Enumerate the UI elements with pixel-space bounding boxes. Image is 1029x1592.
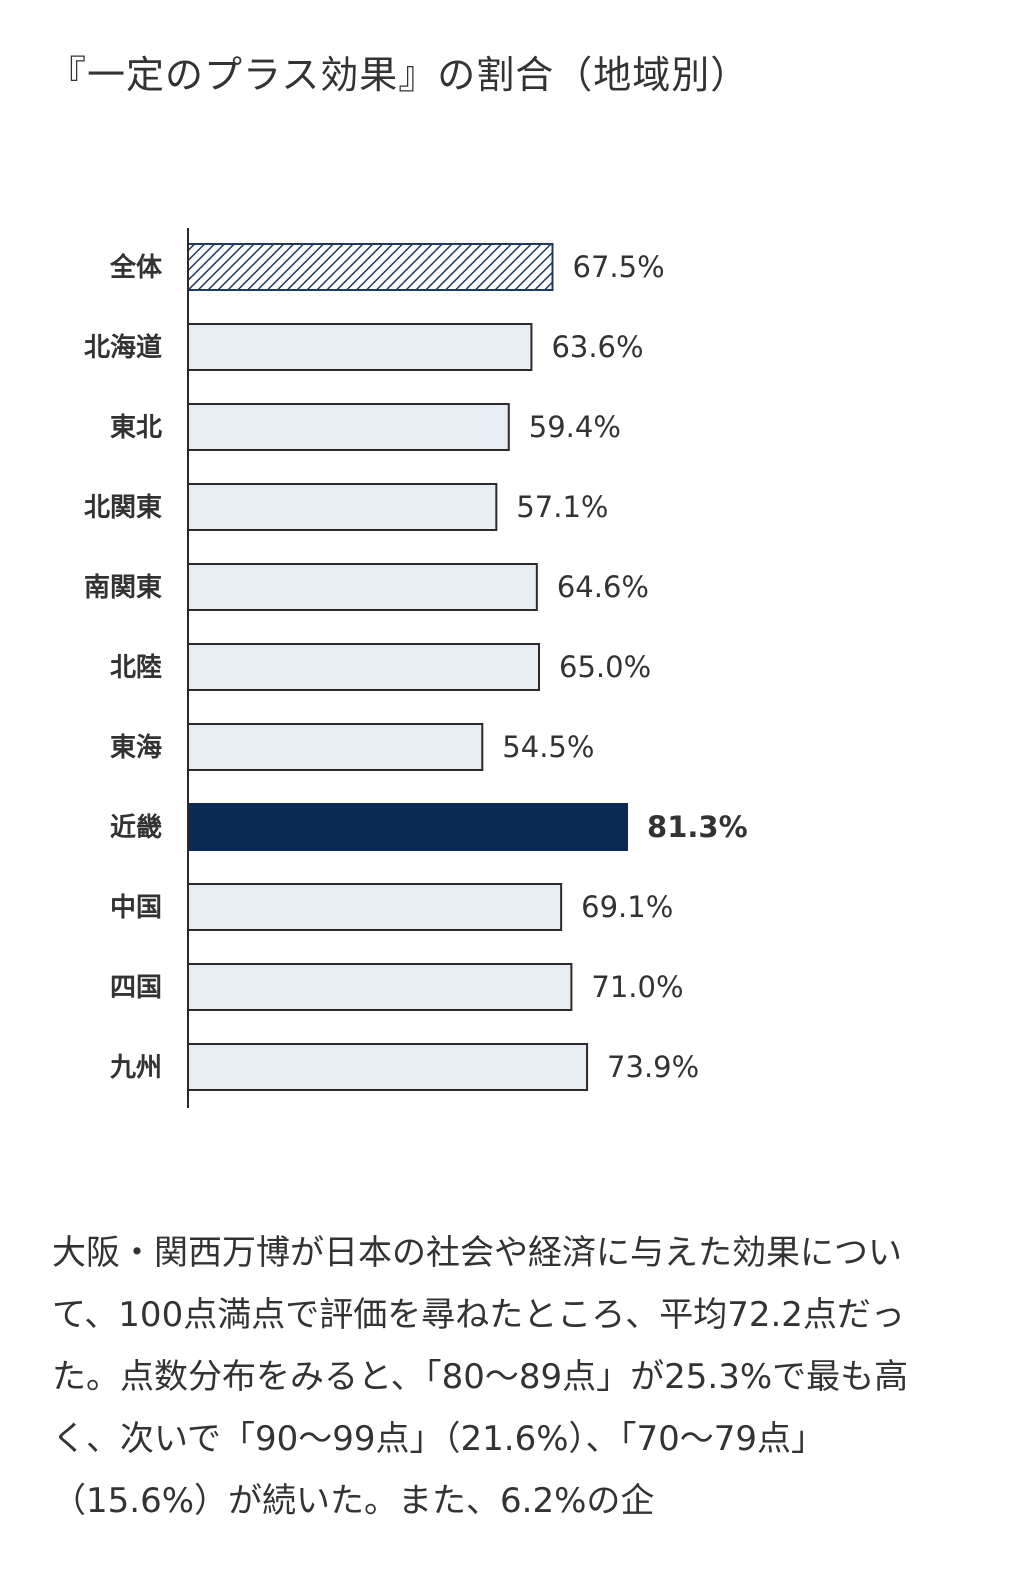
bar-0 <box>187 243 554 291</box>
bar-4 <box>187 563 538 611</box>
value-label: 59.4% <box>529 410 621 444</box>
value-label: 71.0% <box>591 970 683 1004</box>
category-label: 北陸 <box>110 653 162 683</box>
value-label: 64.6% <box>557 570 649 604</box>
bar-10 <box>187 1043 589 1091</box>
category-label: 東北 <box>110 413 162 443</box>
value-label: 63.6% <box>551 330 643 364</box>
category-label: 九州 <box>109 1053 162 1083</box>
value-label: 81.3% <box>647 810 748 844</box>
category-label: 四国 <box>110 973 162 1003</box>
category-label: 中国 <box>110 893 162 923</box>
category-label: 東海 <box>110 733 162 763</box>
category-label: 北関東 <box>84 493 162 523</box>
value-label: 65.0% <box>559 650 651 684</box>
category-label: 北海道 <box>84 332 162 363</box>
category-label: 近畿 <box>110 813 162 843</box>
value-label: 67.5% <box>573 250 665 284</box>
bar-3 <box>187 483 498 531</box>
page-title: 『一定のプラス効果』の割合（地域別） <box>48 53 750 97</box>
bar-8 <box>187 883 563 931</box>
bar-6 <box>187 723 484 771</box>
article-body-text: 大阪・関西万博が日本の社会や経済に与えた効果について、100点満点で評価を尋ねた… <box>52 1233 909 1521</box>
bar-2 <box>187 403 510 451</box>
category-label: 全体 <box>109 252 163 283</box>
value-label: 57.1% <box>516 490 608 524</box>
bar-1 <box>187 323 533 371</box>
value-label: 54.5% <box>502 730 594 764</box>
bar-9 <box>187 963 573 1011</box>
bar-5 <box>187 643 540 691</box>
category-label: 南関東 <box>84 573 162 603</box>
bars-group: 全体 67.5% 北海道 63.6% 東北 59.4% 北関東 57.1% 南関東 64.6% 北陸… <box>84 243 748 1091</box>
bar-7 <box>187 803 629 851</box>
value-label: 69.1% <box>581 890 673 924</box>
bar-chart: 全体 67.5% 北海道 63.6% 東北 59.4% 北関東 57.1% 南関東 64.6% 北陸… <box>84 228 748 1108</box>
value-label: 73.9% <box>607 1050 699 1084</box>
